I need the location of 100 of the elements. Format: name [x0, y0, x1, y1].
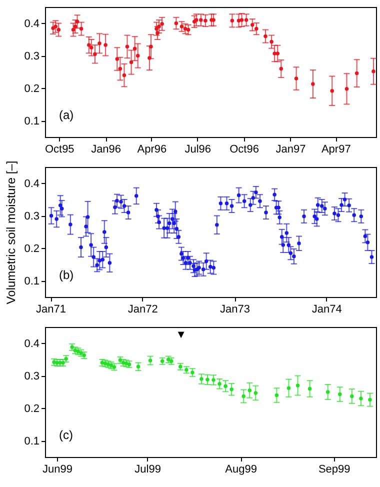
point — [174, 21, 178, 26]
point — [372, 69, 376, 74]
point — [296, 384, 300, 388]
point — [149, 44, 153, 49]
point — [73, 24, 78, 28]
point — [190, 370, 194, 374]
y-tick-label: 0.4 — [24, 18, 40, 30]
x-tick-label: Jan96 — [91, 144, 122, 156]
x-tick-label: Jul96 — [184, 144, 212, 156]
x-tick-label: Apr96 — [137, 144, 167, 156]
point — [115, 57, 120, 61]
point — [230, 18, 234, 23]
point — [136, 364, 140, 369]
x-tick-label: Jul99 — [134, 464, 161, 476]
point — [359, 396, 363, 400]
point — [264, 34, 268, 38]
point — [194, 18, 198, 22]
point — [136, 54, 140, 58]
annotation: (c) — [59, 428, 73, 442]
x-tick-label: Jan74 — [312, 304, 342, 316]
point — [71, 28, 76, 32]
y-tick-label: 0.1 — [24, 435, 40, 448]
y-tick-label: 0.2 — [24, 402, 40, 415]
y-tick-label: 0.4 — [24, 178, 40, 190]
x-tick-label: Aug99 — [225, 464, 257, 476]
point — [276, 52, 280, 56]
point — [338, 392, 342, 396]
point — [279, 66, 284, 71]
point — [104, 43, 108, 47]
point — [125, 44, 130, 49]
point — [218, 382, 222, 386]
x-tick-label: Jan97 — [276, 144, 306, 156]
point — [294, 76, 298, 80]
point — [79, 26, 84, 31]
point — [118, 66, 122, 71]
x-tick-label: Jan72 — [128, 304, 158, 316]
point — [93, 52, 97, 56]
point — [254, 26, 258, 31]
point — [200, 377, 204, 381]
y-tick-label: 0.3 — [24, 370, 40, 382]
y-tick-label: 0.1 — [24, 115, 40, 128]
point — [350, 394, 354, 398]
point — [330, 88, 334, 93]
point — [354, 71, 359, 76]
point — [308, 386, 312, 391]
point — [344, 87, 349, 91]
point — [204, 18, 208, 23]
point — [250, 23, 254, 27]
point — [186, 28, 190, 32]
point — [157, 24, 161, 28]
point — [254, 391, 258, 395]
x-tick-label: Oct96 — [230, 144, 259, 156]
point — [286, 386, 291, 390]
y-axis-title: Volumetric soil moisture [–] — [4, 160, 18, 304]
point — [122, 73, 126, 78]
point — [199, 18, 203, 22]
y-tick-label: 0.3 — [24, 50, 40, 62]
point — [311, 82, 315, 86]
annotation: (a) — [59, 108, 74, 122]
point — [98, 42, 102, 46]
x-tick-label: Oct95 — [44, 144, 74, 156]
point — [242, 394, 246, 398]
point — [224, 384, 228, 388]
y-tick-label: 0.2 — [24, 82, 40, 95]
x-tick-label: Jan71 — [36, 304, 66, 316]
point — [75, 20, 80, 24]
point — [156, 31, 160, 35]
y-tick-label: 0.4 — [24, 338, 40, 350]
point — [368, 398, 372, 402]
x-tick-label: Apr97 — [321, 144, 351, 156]
point — [180, 24, 184, 28]
point — [270, 40, 274, 44]
y-tick-label: 0.1 — [24, 275, 40, 288]
y-tick-label: 0.2 — [24, 242, 40, 255]
point — [236, 18, 241, 23]
annotation: (b) — [59, 268, 74, 282]
x-tick-label: Sep99 — [318, 464, 350, 476]
y-tick-label: 0.3 — [24, 210, 40, 222]
x-tick-label: Jan73 — [220, 304, 250, 316]
point — [230, 388, 234, 392]
point — [154, 26, 158, 31]
point — [90, 46, 94, 50]
point — [244, 18, 248, 22]
point — [183, 26, 188, 31]
point — [274, 393, 279, 398]
point — [148, 358, 152, 362]
point — [56, 28, 60, 32]
point — [206, 378, 210, 382]
point — [129, 60, 134, 64]
point — [240, 18, 244, 22]
point — [51, 26, 55, 30]
annotation: ▼ — [176, 329, 186, 341]
point — [87, 43, 91, 47]
point — [160, 22, 164, 26]
point — [272, 52, 276, 56]
point — [212, 378, 216, 382]
point — [54, 24, 58, 28]
point — [248, 388, 252, 392]
point — [326, 390, 330, 394]
point — [132, 46, 137, 50]
